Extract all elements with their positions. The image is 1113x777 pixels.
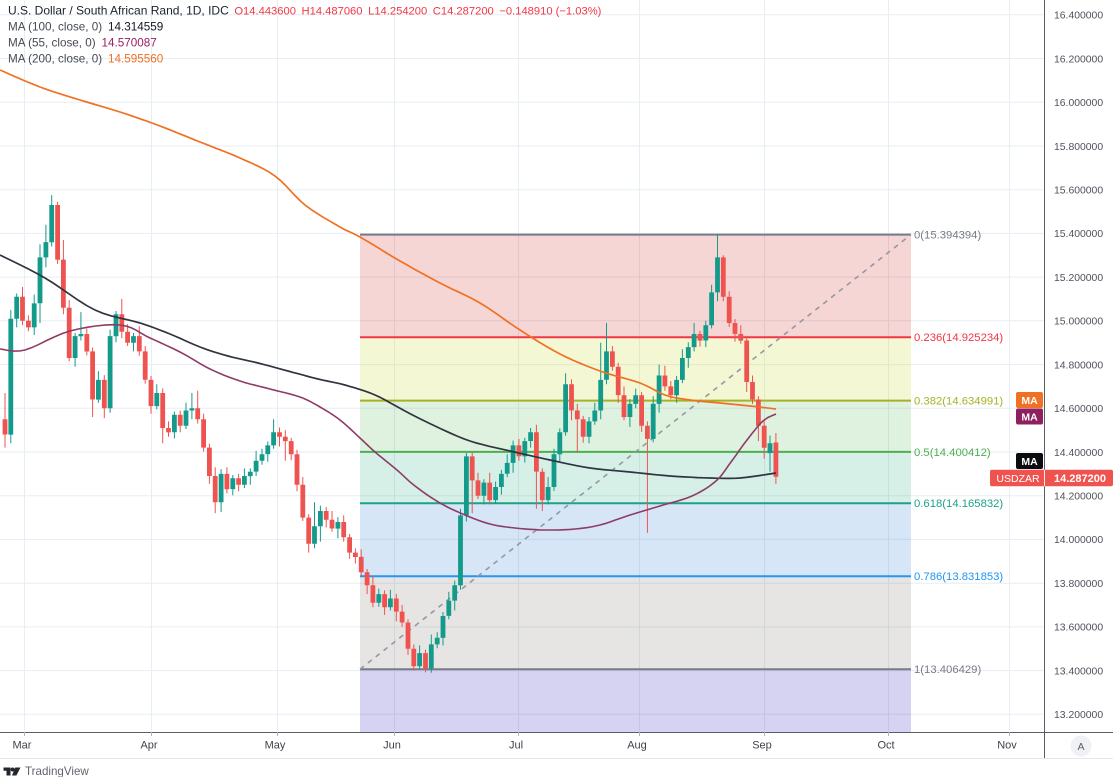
svg-text:Oct: Oct xyxy=(877,740,894,752)
svg-text:MA: MA xyxy=(1021,456,1038,468)
svg-text:15.600000: 15.600000 xyxy=(1054,186,1103,197)
svg-text:14.000000: 14.000000 xyxy=(1054,535,1103,546)
svg-text:0.382(14.634991): 0.382(14.634991) xyxy=(914,396,1003,408)
svg-text:0.618(14.165832): 0.618(14.165832) xyxy=(914,498,1003,510)
svg-text:A: A xyxy=(1077,741,1084,753)
svg-text:16.000000: 16.000000 xyxy=(1054,98,1103,109)
svg-text:15.200000: 15.200000 xyxy=(1054,273,1103,284)
svg-text:15.000000: 15.000000 xyxy=(1054,317,1103,328)
svg-text:Apr: Apr xyxy=(140,740,157,752)
svg-text:May: May xyxy=(265,740,286,752)
svg-text:U.S. Dollar / South African Ra: U.S. Dollar / South African Rand, 1D, ID… xyxy=(8,4,602,18)
svg-text:1(13.406429): 1(13.406429) xyxy=(914,664,981,676)
svg-text:MA (200, close, 0) 14.595560: MA (200, close, 0) 14.595560 xyxy=(8,53,164,66)
svg-text:14.400000: 14.400000 xyxy=(1054,448,1103,459)
svg-text:MA (55, close, 0) 14.570087: MA (55, close, 0) 14.570087 xyxy=(8,37,157,50)
svg-text:14.200000: 14.200000 xyxy=(1054,492,1103,503)
svg-text:13.600000: 13.600000 xyxy=(1054,623,1103,634)
svg-text:0.236(14.925234): 0.236(14.925234) xyxy=(914,332,1003,344)
svg-text:16.400000: 16.400000 xyxy=(1054,11,1103,22)
svg-text:MA: MA xyxy=(1021,395,1038,407)
svg-text:Jul: Jul xyxy=(509,740,523,752)
svg-text:15.800000: 15.800000 xyxy=(1054,142,1103,153)
svg-text:14.287200: 14.287200 xyxy=(1054,473,1106,485)
svg-text:13.400000: 13.400000 xyxy=(1054,666,1103,677)
svg-text:Sep: Sep xyxy=(752,740,772,752)
svg-text:Nov: Nov xyxy=(997,740,1017,752)
svg-text:16.200000: 16.200000 xyxy=(1054,54,1103,65)
svg-text:0.786(13.831853): 0.786(13.831853) xyxy=(914,571,1003,583)
svg-text:15.400000: 15.400000 xyxy=(1054,229,1103,240)
svg-text:14.800000: 14.800000 xyxy=(1054,360,1103,371)
svg-text:Mar: Mar xyxy=(13,740,32,752)
svg-text:0(15.394394): 0(15.394394) xyxy=(914,230,981,242)
svg-text:0.5(14.400412): 0.5(14.400412) xyxy=(914,447,991,459)
svg-text:USDZAR: USDZAR xyxy=(996,473,1040,485)
svg-text:13.800000: 13.800000 xyxy=(1054,579,1103,590)
svg-text:MA (100, close, 0) 14.314559: MA (100, close, 0) 14.314559 xyxy=(8,21,163,34)
svg-text:TradingView: TradingView xyxy=(25,765,89,777)
svg-text:14.600000: 14.600000 xyxy=(1054,404,1103,415)
svg-text:Jun: Jun xyxy=(383,740,401,752)
svg-text:MA: MA xyxy=(1021,411,1038,423)
svg-text:Aug: Aug xyxy=(627,740,647,752)
svg-text:13.200000: 13.200000 xyxy=(1054,710,1103,721)
